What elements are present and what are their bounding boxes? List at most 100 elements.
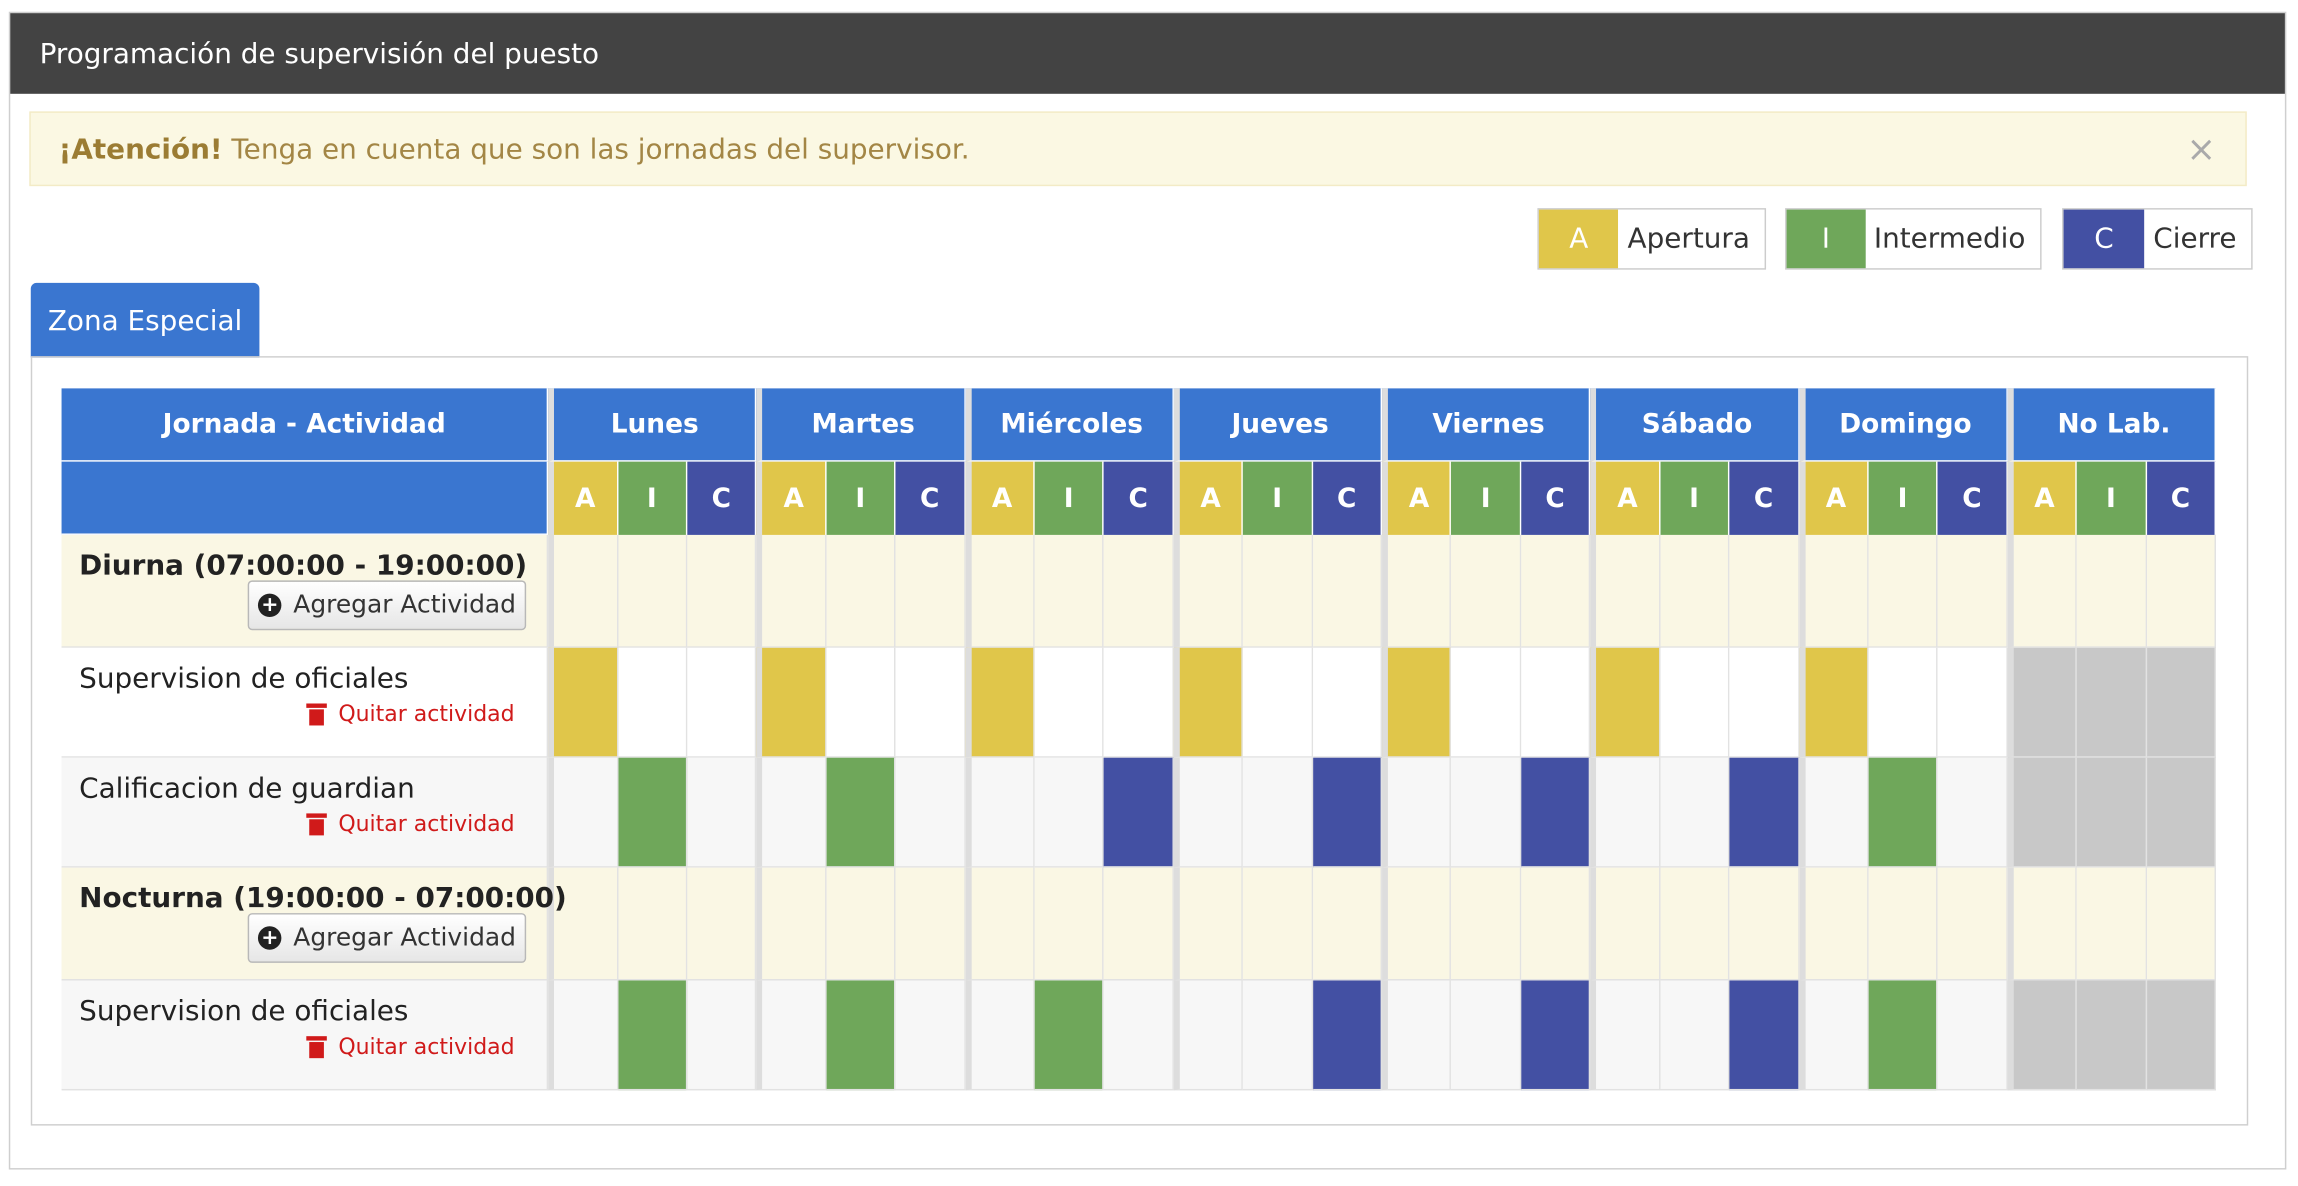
schedule-cell[interactable] [1104,980,1174,1091]
schedule-cell[interactable] [548,757,618,868]
schedule-cell[interactable] [1729,534,1800,648]
schedule-cell[interactable] [687,757,757,868]
schedule-cell[interactable] [1173,647,1244,758]
schedule-cell[interactable] [1660,867,1730,981]
add-activity-button[interactable]: + Agregar Actividad [247,580,527,631]
schedule-cell[interactable] [2007,647,2077,758]
schedule-cell[interactable] [1382,757,1452,868]
schedule-cell[interactable] [1312,980,1383,1091]
schedule-cell[interactable] [1104,757,1174,868]
schedule-cell[interactable] [1034,647,1105,758]
schedule-cell[interactable] [1034,867,1105,981]
schedule-cell[interactable] [1382,647,1452,758]
schedule-cell[interactable] [965,647,1035,758]
schedule-cell[interactable] [1799,980,1869,1091]
schedule-cell[interactable] [1312,534,1383,648]
schedule-cell[interactable] [1799,534,1869,648]
schedule-cell[interactable] [1451,757,1522,868]
schedule-cell[interactable] [965,980,1035,1091]
schedule-cell[interactable] [1937,867,2008,981]
schedule-cell[interactable] [1868,647,1938,758]
schedule-cell[interactable] [1521,867,1591,981]
schedule-cell[interactable] [1729,757,1800,868]
schedule-cell[interactable] [1034,757,1105,868]
schedule-cell[interactable] [2146,980,2216,1091]
schedule-cell[interactable] [1660,647,1730,758]
schedule-cell[interactable] [1799,867,1869,981]
schedule-cell[interactable] [826,867,896,981]
schedule-cell[interactable] [2007,757,2077,868]
schedule-cell[interactable] [548,980,618,1091]
schedule-cell[interactable] [687,647,757,758]
schedule-cell[interactable] [1660,757,1730,868]
schedule-cell[interactable] [1382,534,1452,648]
schedule-cell[interactable] [1937,534,2008,648]
schedule-cell[interactable] [1521,980,1591,1091]
schedule-cell[interactable] [1382,867,1452,981]
schedule-cell[interactable] [617,647,688,758]
schedule-cell[interactable] [548,867,618,981]
schedule-cell[interactable] [965,534,1035,648]
schedule-cell[interactable] [826,757,896,868]
schedule-cell[interactable] [1868,980,1938,1091]
schedule-cell[interactable] [1590,867,1661,981]
schedule-cell[interactable] [1521,647,1591,758]
schedule-cell[interactable] [1104,867,1174,981]
schedule-cell[interactable] [895,980,966,1091]
schedule-cell[interactable] [2076,980,2147,1091]
schedule-cell[interactable] [1799,647,1869,758]
schedule-cell[interactable] [1521,534,1591,648]
schedule-cell[interactable] [826,647,896,758]
schedule-cell[interactable] [1243,980,1313,1091]
schedule-cell[interactable] [1799,757,1869,868]
schedule-cell[interactable] [826,980,896,1091]
schedule-cell[interactable] [1243,867,1313,981]
schedule-cell[interactable] [1104,647,1174,758]
schedule-cell[interactable] [1937,980,2008,1091]
schedule-cell[interactable] [548,534,618,648]
schedule-cell[interactable] [756,647,827,758]
schedule-cell[interactable] [1660,534,1730,648]
schedule-cell[interactable] [1312,867,1383,981]
schedule-cell[interactable] [617,980,688,1091]
schedule-cell[interactable] [1104,534,1174,648]
schedule-cell[interactable] [756,980,827,1091]
schedule-cell[interactable] [1173,867,1244,981]
schedule-cell[interactable] [1868,534,1938,648]
schedule-cell[interactable] [1729,980,1800,1091]
schedule-cell[interactable] [2076,867,2147,981]
schedule-cell[interactable] [1729,867,1800,981]
schedule-cell[interactable] [1312,647,1383,758]
remove-activity-link[interactable]: Quitar actividad [306,701,515,727]
schedule-cell[interactable] [1590,534,1661,648]
remove-activity-link[interactable]: Quitar actividad [306,1033,515,1060]
schedule-cell[interactable] [2146,647,2216,758]
schedule-cell[interactable] [2076,534,2147,648]
schedule-cell[interactable] [1173,534,1244,648]
schedule-cell[interactable] [965,867,1035,981]
schedule-cell[interactable] [1034,534,1105,648]
schedule-cell[interactable] [1382,980,1452,1091]
schedule-cell[interactable] [1868,867,1938,981]
remove-activity-link[interactable]: Quitar actividad [306,810,515,837]
schedule-cell[interactable] [756,757,827,868]
schedule-cell[interactable] [1034,980,1105,1091]
schedule-cell[interactable] [617,757,688,868]
schedule-cell[interactable] [1243,757,1313,868]
schedule-cell[interactable] [2146,867,2216,981]
schedule-cell[interactable] [687,867,757,981]
schedule-cell[interactable] [756,867,827,981]
tab-zona-especial[interactable]: Zona Especial [30,282,260,358]
schedule-cell[interactable] [895,647,966,758]
schedule-cell[interactable] [1868,757,1938,868]
add-activity-button[interactable]: + Agregar Actividad [247,913,527,963]
schedule-cell[interactable] [1590,647,1661,758]
close-icon[interactable]: × [2186,128,2216,171]
schedule-cell[interactable] [1937,757,2008,868]
schedule-cell[interactable] [1451,867,1522,981]
schedule-cell[interactable] [2076,757,2147,868]
schedule-cell[interactable] [617,534,688,648]
schedule-cell[interactable] [1451,534,1522,648]
schedule-cell[interactable] [687,534,757,648]
schedule-cell[interactable] [1243,534,1313,648]
